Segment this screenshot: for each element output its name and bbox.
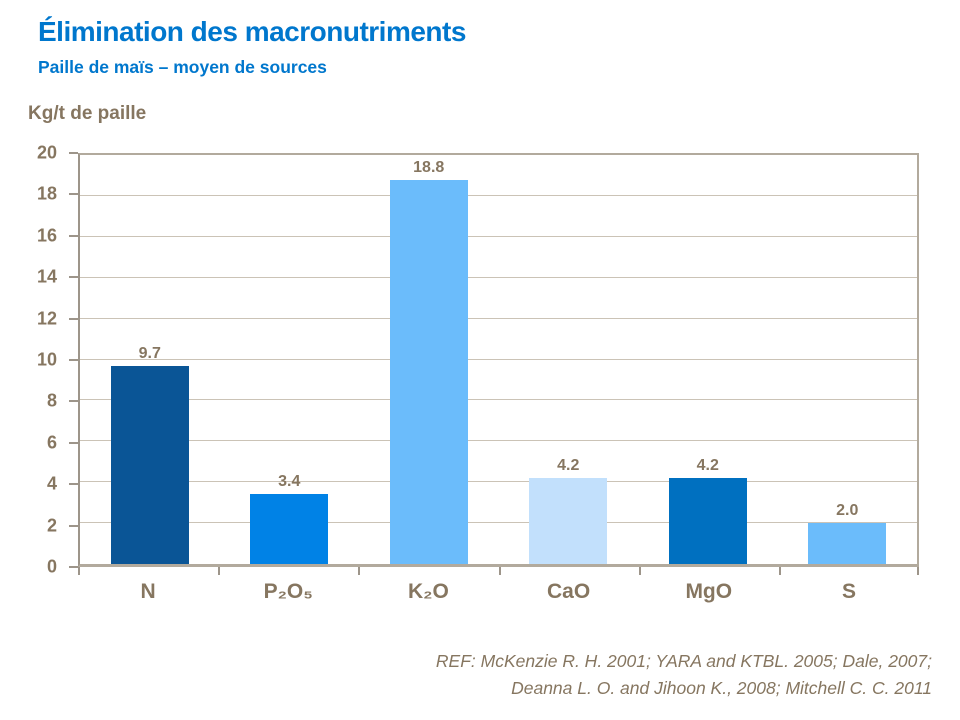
y-tick-mark-6 xyxy=(69,441,78,444)
y-tick-label-0: 0 xyxy=(46,556,57,577)
bar-column-K₂O: 18.8 xyxy=(359,155,498,564)
y-tick-label-20: 20 xyxy=(36,142,57,163)
gridline-y-14 xyxy=(80,276,917,278)
x-category-label-CaO: CaO xyxy=(547,580,591,603)
x-tick-mark-6 xyxy=(917,567,919,575)
bar-CaO xyxy=(529,478,608,564)
y-tick-mark-12 xyxy=(69,317,78,320)
x-category-label-MgO: MgO xyxy=(685,580,733,603)
x-tick-mark-1 xyxy=(218,567,221,575)
bar-P₂O₅ xyxy=(250,494,329,564)
x-tick-mark-5 xyxy=(778,567,781,575)
bar-value-label-MgO: 4.2 xyxy=(696,457,719,475)
y-tick-mark-8 xyxy=(69,400,78,403)
y-axis-tick-marks xyxy=(69,152,78,568)
bar-value-label-K₂O: 18.8 xyxy=(413,158,445,176)
y-tick-mark-0 xyxy=(69,566,78,568)
x-tick-mark-4 xyxy=(638,567,641,575)
y-tick-mark-2 xyxy=(69,524,78,527)
y-tick-mark-18 xyxy=(69,193,78,196)
references-line-1: REF: McKenzie R. H. 2001; YARA and KTBL.… xyxy=(435,651,932,671)
gridline-y-16 xyxy=(80,235,917,237)
x-category-label-S: S xyxy=(841,580,856,603)
gridline-y-4 xyxy=(80,481,917,483)
y-tick-mark-4 xyxy=(69,483,78,486)
x-tick-mark-0 xyxy=(78,567,80,575)
bar-column-P₂O₅: 3.4 xyxy=(219,155,358,564)
x-axis-category-labels: N P₂O₅ K₂O CaO MgO S xyxy=(78,580,919,604)
bar-column-MgO: 4.2 xyxy=(638,155,777,564)
y-tick-label-2: 2 xyxy=(46,515,57,536)
x-tick-mark-3 xyxy=(498,567,501,575)
gridline-y-6 xyxy=(80,440,917,442)
y-tick-mark-10 xyxy=(69,359,78,361)
y-axis-title: Kg/t de paille xyxy=(28,103,147,124)
bar-K₂O xyxy=(389,179,468,564)
x-category-label-N: N xyxy=(140,580,156,603)
bar-value-label-CaO: 4.2 xyxy=(557,457,580,475)
gridline-y-8 xyxy=(80,399,917,401)
y-tick-label-10: 10 xyxy=(36,349,57,370)
y-tick-label-18: 18 xyxy=(36,183,57,204)
y-tick-label-8: 8 xyxy=(46,390,57,411)
bar-value-label-P₂O₅: 3.4 xyxy=(278,473,301,491)
references-line-2: Deanna L. O. and Jihoon K., 2008; Mitche… xyxy=(511,678,932,698)
gridline-y-12 xyxy=(80,317,917,319)
x-category-label-P₂O₅: P₂O₅ xyxy=(263,580,313,603)
y-tick-label-16: 16 xyxy=(36,225,57,246)
references-text: REF: McKenzie R. H. 2001; YARA and KTBL.… xyxy=(436,648,932,702)
bar-column-N: 9.7 xyxy=(80,155,219,564)
x-category-label-K₂O: K₂O xyxy=(408,580,449,603)
y-tick-mark-20 xyxy=(69,152,78,154)
y-tick-mark-14 xyxy=(69,276,78,279)
chart-title: Élimination des macronutriments xyxy=(38,16,466,47)
y-tick-label-12: 12 xyxy=(36,308,57,329)
bar-value-label-N: 9.7 xyxy=(138,344,161,362)
x-tick-mark-2 xyxy=(358,567,361,575)
chart-subtitle: Paille de maïs – moyen de sources xyxy=(38,57,327,77)
y-tick-mark-16 xyxy=(69,234,78,237)
bar-column-CaO: 4.2 xyxy=(499,155,638,564)
bar-value-label-S: 2.0 xyxy=(836,502,859,520)
bar-N xyxy=(110,365,189,564)
y-tick-label-14: 14 xyxy=(36,266,57,287)
y-tick-label-6: 6 xyxy=(46,432,57,453)
bar-MgO xyxy=(668,478,747,564)
bar-S xyxy=(808,523,887,564)
bar-column-S: 2.0 xyxy=(778,155,917,564)
x-axis-tick-marks xyxy=(78,567,919,575)
y-axis-tick-labels: 0 2 4 6 8 10 12 14 16 18 20 xyxy=(0,143,57,577)
gridline-y-18 xyxy=(80,194,917,196)
bar-chart-plot-area: 9.7 3.4 18.8 4.2 4.2 2.0 xyxy=(78,153,919,567)
y-tick-label-4: 4 xyxy=(46,473,57,494)
gridline-y-2 xyxy=(80,522,917,524)
gridline-y-10 xyxy=(80,358,917,360)
